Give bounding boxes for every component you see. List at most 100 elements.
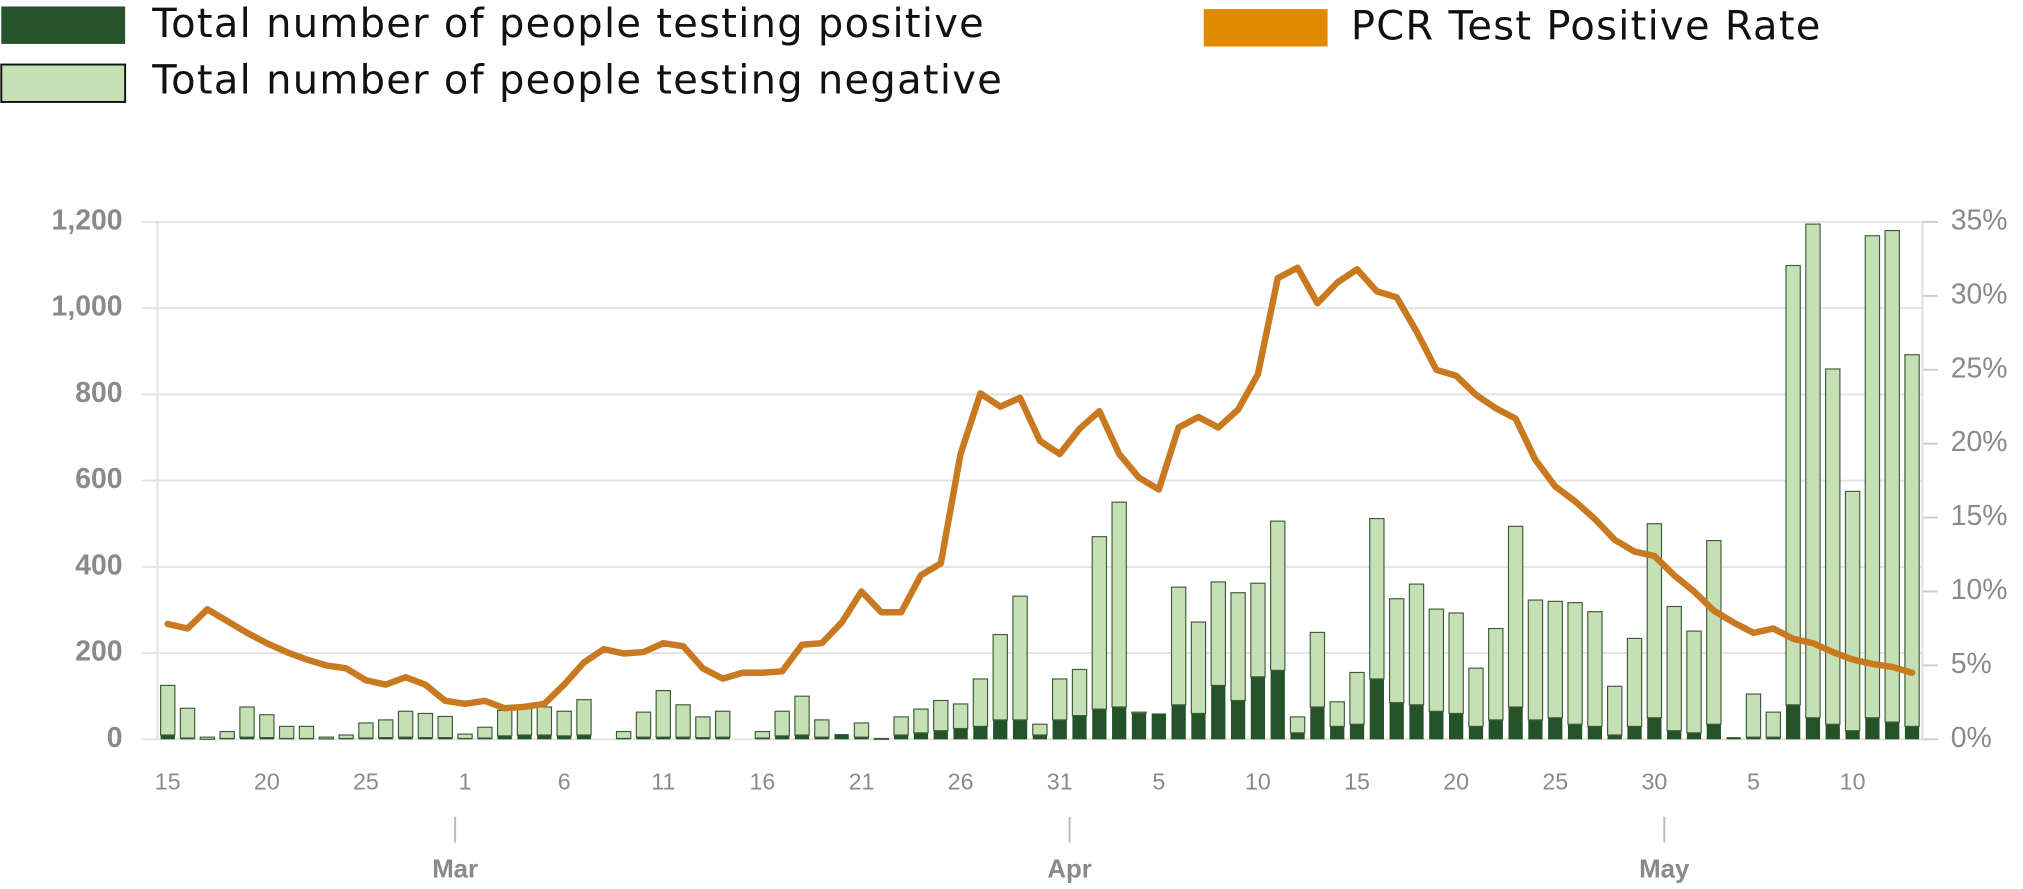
negative-bar [715,710,731,738]
positive-bar [1349,724,1365,740]
positive-bar [1805,717,1821,740]
negative-bar [695,716,711,739]
negative-bar [1825,368,1841,725]
positive-bar [814,737,829,740]
positive-bar [1548,717,1563,740]
positive-bar [1112,706,1127,740]
positive-bar [537,734,552,740]
y2-tick-label: 0% [1951,722,1992,754]
rate-line [164,264,1916,712]
positive-bar [1567,724,1583,740]
negative-bar [1250,582,1266,678]
negative-bar [1388,598,1405,704]
positive-bar [1865,717,1880,740]
x-tick-label: 16 [749,768,775,794]
legend-swatch [0,63,127,103]
y-tick-label: 1,000 [52,291,123,323]
negative-bar [179,707,196,739]
x-tick-label: 5 [1747,768,1760,794]
negative-bar [1686,630,1702,734]
x-tick-label: 26 [948,768,974,794]
negative-bar [1289,716,1306,734]
negative-bar [1785,264,1801,706]
positive-bar [1369,678,1384,740]
negative-bar [219,730,235,740]
positive-bar [636,737,651,740]
negative-bar [259,714,275,739]
y2-tick-label: 5% [1951,648,1992,680]
positive-bar [378,737,393,740]
positive-bar [695,737,711,740]
negative-bar [160,684,176,736]
negative-bar [318,736,335,740]
positive-bar [239,737,255,740]
negative-bar [1012,595,1028,721]
y2-tick-label: 35% [1951,204,2008,236]
negative-bar [1527,599,1544,721]
y-tick-label: 800 [75,377,122,409]
negative-bar [1587,611,1603,727]
negative-bar [1626,637,1643,727]
positive-bar [755,738,770,740]
positive-bar [1310,706,1325,740]
negative-bar [496,709,513,737]
y2-tick-label: 30% [1951,278,2008,310]
positive-bar [477,738,493,740]
positive-bar [775,735,790,740]
positive-bar [656,737,671,740]
negative-bar [913,708,929,734]
positive-bar [517,734,532,740]
positive-bar [1191,713,1206,740]
negative-bar [1448,612,1464,715]
negative-bar [952,703,969,730]
positive-bar [358,738,374,740]
positive-bar [1012,719,1028,740]
y2-tick-label: 15% [1951,500,2008,532]
positive-bar [1587,726,1603,740]
negative-bar [1844,490,1861,732]
positive-bar [1250,676,1266,740]
legend-label: Total number of people testing positive [151,1,985,47]
negative-bar [1111,501,1127,708]
negative-bar [1666,605,1682,732]
x-tick-label: 30 [1641,768,1667,794]
negative-bar [992,633,1008,721]
legend-swatch [1,6,126,44]
negative-bar [338,734,354,740]
positive-bar [1845,730,1860,740]
negative-bar [556,710,572,737]
negative-bar [1547,600,1563,719]
positive-bar [993,719,1008,740]
positive-bar [438,737,453,740]
negative-bar [1170,586,1187,706]
x-tick-label: 15 [155,768,181,794]
positive-bar [794,734,810,740]
positive-bar [1706,724,1721,740]
positive-bar [1885,722,1900,740]
y-tick-label: 1,200 [52,204,123,236]
y-tick-label: 0 [107,722,123,754]
positive-bar [1131,713,1147,740]
positive-bar [418,737,433,740]
positive-bar [398,737,413,740]
negative-bar [1091,536,1108,710]
negative-bar [754,730,771,739]
negative-bar [1071,668,1088,717]
negative-bar [457,733,473,740]
positive-bar [893,734,909,740]
positive-bar [1607,734,1622,740]
negative-bar [477,726,493,739]
negative-bar [1408,583,1425,706]
x-tick-label: 25 [1542,768,1568,794]
positive-bar [1686,732,1702,740]
positive-bar [1171,704,1186,740]
positive-bar [1211,685,1226,740]
positive-bar [1785,704,1801,740]
positive-bar [854,737,869,740]
positive-bar [160,734,175,740]
negative-bar [1805,223,1821,719]
positive-bar [1151,713,1166,740]
negative-bar [1210,581,1226,686]
positive-bar [1488,719,1503,740]
positive-bar [180,738,195,740]
